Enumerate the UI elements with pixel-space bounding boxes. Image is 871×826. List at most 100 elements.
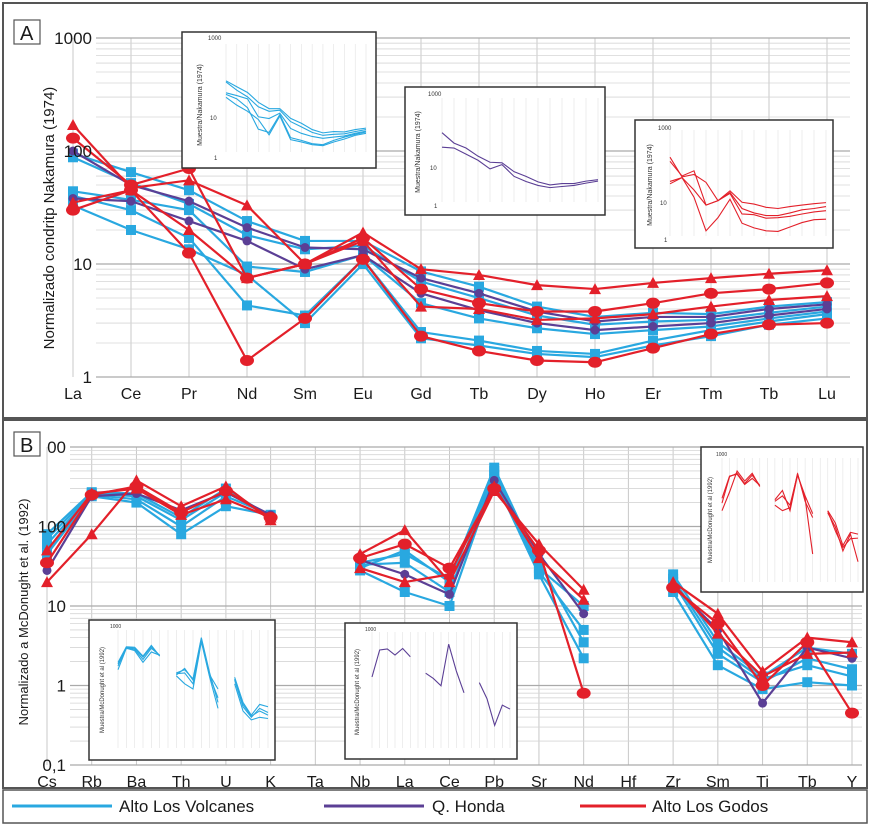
panel-a-point [590, 348, 600, 359]
panel-a-point [126, 205, 136, 216]
panel-b-xtick-label: Y [847, 774, 858, 791]
inset-series-line [441, 132, 599, 186]
panel-a-point [472, 345, 486, 357]
inset-series-line [669, 176, 827, 219]
panel-a-point [182, 247, 196, 259]
panel-b-point [399, 587, 410, 598]
panel-b-xtick-label: Ce [439, 774, 460, 791]
panel-a-point [126, 196, 136, 206]
panel-b-point [578, 653, 589, 664]
panel-a-xtick-label: Tb [470, 386, 489, 403]
inset-series-line [425, 644, 465, 693]
panel-a-series-line [72, 152, 828, 319]
panel-a-point [647, 308, 659, 320]
panel-a-point [705, 300, 717, 312]
panel-a-point [762, 283, 776, 295]
inset-series-line [176, 637, 219, 703]
panel-a-point [530, 305, 544, 317]
panel-a-point [416, 273, 426, 283]
panel-a-point [764, 311, 774, 321]
inset-series-line [721, 473, 761, 499]
inset-series-line [669, 176, 827, 232]
panel-a-point [473, 268, 485, 280]
panel-a-point [66, 132, 80, 144]
inset-a3-frame [634, 119, 834, 249]
panel-a-point [648, 316, 658, 327]
panel-a-point [589, 283, 601, 295]
panel-a-letter: A [20, 23, 34, 45]
inset-a2-lines [441, 98, 599, 202]
panel-a-xtick-label: Sm [293, 386, 317, 403]
panel-b-point [398, 576, 411, 588]
panel-b-point [711, 627, 724, 639]
panel-a-point [300, 242, 310, 252]
panel-a-ytick-label: 10 [73, 255, 92, 274]
panel-a-point [530, 354, 544, 366]
panel-b-point [846, 646, 858, 658]
panel-b-xtick-label: Tb [798, 774, 817, 791]
panel-a-ylabel: Normalizado condritp Nakamura (1974) [41, 87, 58, 350]
panel-a-point [474, 288, 484, 298]
inset-series-line [234, 683, 269, 721]
panel-a-series-line [72, 156, 828, 326]
panel-a-point [588, 356, 602, 368]
panel-b-point [264, 511, 277, 523]
panel-b-point [85, 487, 98, 499]
inset-series-line [117, 647, 160, 670]
panel-b-point [712, 637, 723, 648]
inset-series-line [827, 512, 859, 562]
panel-b-point [847, 664, 857, 675]
inset-b1-lines [117, 630, 269, 748]
panel-a-point [822, 309, 832, 320]
panel-b-point [354, 562, 367, 574]
legend-frame [2, 789, 868, 824]
panel-b-point [758, 698, 768, 708]
panel-b-xtick-label: Ba [127, 774, 147, 791]
panel-a-point [242, 236, 252, 246]
panel-a-series-line [72, 150, 828, 323]
inset-a1-ytick-top: 1000 [208, 36, 222, 42]
inset-a3: Muestra/Nakamura (1974) 1000 10 1 [634, 119, 834, 249]
inset-a1-ylabel: Muestra/Nakamura (1974) [197, 64, 204, 146]
inset-a1-ytick-bottom: 1 [214, 156, 218, 162]
panel-b-ylabel: Normalizado a McDonught et al. (1992) [16, 499, 31, 726]
panel-a-point [242, 216, 252, 227]
panel-b-xtick-label: U [220, 774, 232, 791]
panel-b-xtick-label: Th [172, 774, 191, 791]
panel-b-point [40, 557, 54, 569]
inset-series-line [371, 647, 411, 678]
panel-a-point [704, 287, 718, 299]
inset-series-line [669, 160, 827, 217]
panel-a-point [822, 304, 832, 314]
panel-b-point [445, 589, 454, 599]
panel-b-xtick-label: Sm [706, 774, 730, 791]
inset-b3-lines [721, 458, 859, 582]
inset-b3-ytick-top: 1000 [716, 452, 727, 458]
panel-b-xtick-label: Rb [81, 774, 102, 791]
panel-b-letter-box [13, 431, 41, 457]
panel-b-point [176, 529, 187, 540]
panel-b-point [802, 660, 813, 671]
panel-a-point [299, 258, 311, 269]
panel-a-xtick-label: Nd [237, 386, 257, 403]
panel-b-xtick-label: Cs [37, 774, 57, 791]
panel-b-series-line [46, 479, 272, 583]
panel-a-point [588, 305, 602, 317]
panel-a-point [763, 294, 775, 306]
panel-a-ticks: La Ce Pr Nd Sm Eu Gd Tb Dy Ho Er Tm Tb Lu 1 10 100 1000 [54, 29, 836, 403]
panel-a-point [532, 323, 542, 334]
panel-b-point [845, 707, 859, 719]
panel-b-series-line [46, 487, 272, 536]
panel-a-xtick-label: Tm [699, 386, 722, 403]
panel-b-point [577, 583, 590, 595]
panel-a-point [184, 205, 194, 216]
panel-a-series-line [72, 190, 828, 336]
panel-b-point [667, 577, 680, 589]
panel-b-letter: B [20, 435, 33, 457]
panel-a-point [242, 223, 252, 233]
inset-a2-ytick-top: 1000 [428, 92, 442, 98]
panel-a-point [240, 354, 254, 366]
panel-b-point [578, 601, 589, 611]
inset-b1-ytick-top: 1000 [110, 624, 121, 630]
legend-label-alto-los-godos: Alto Los Godos [652, 797, 768, 816]
